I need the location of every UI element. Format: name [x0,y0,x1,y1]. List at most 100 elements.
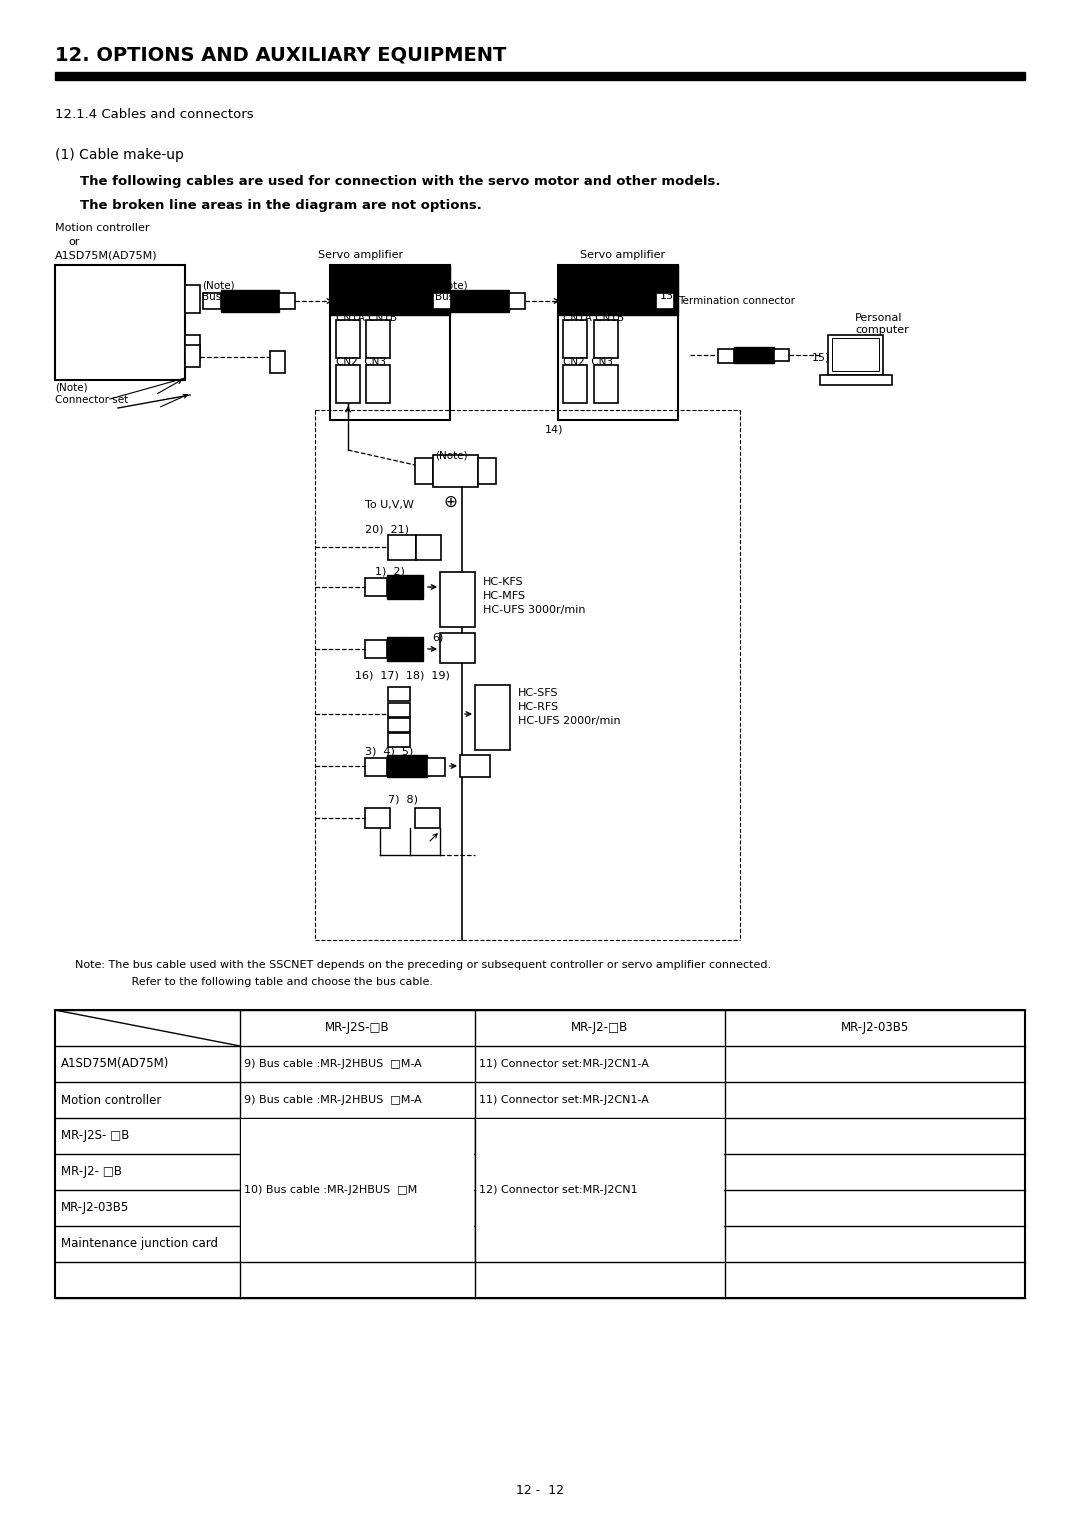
Bar [427,758,445,776]
Text: 14): 14) [545,425,564,435]
Text: Connector set: Connector set [55,396,129,405]
Text: MR-J2S-□B: MR-J2S-□B [325,1022,390,1034]
Text: (Note): (Note) [202,280,234,290]
Bar [460,755,490,778]
Bar [558,264,678,420]
Bar [594,319,618,358]
Bar [55,1010,1025,1297]
Bar [388,703,410,717]
Bar [387,637,405,662]
Text: 6): 6) [432,633,444,643]
Text: CN2  CN3: CN2 CN3 [336,358,386,367]
Bar [387,575,405,599]
Bar [388,718,410,732]
Bar [433,293,451,309]
Text: HC-SFS: HC-SFS [518,688,558,698]
Text: 12. OPTIONS AND AUXILIARY EQUIPMENT: 12. OPTIONS AND AUXILIARY EQUIPMENT [55,46,507,64]
Text: HC-MFS: HC-MFS [483,591,526,601]
Bar [55,72,1025,79]
Bar [241,1118,474,1261]
Bar [185,286,200,313]
Bar [476,1118,724,1261]
Bar [203,293,221,309]
Text: Motion controller: Motion controller [55,223,149,232]
Bar [415,808,440,828]
Bar [365,808,390,828]
Text: ⊕: ⊕ [443,494,457,510]
Bar [55,264,185,380]
Text: (Note): (Note) [435,280,468,290]
Bar [563,365,588,403]
Text: MR-J2- □B: MR-J2- □B [60,1166,122,1178]
Bar [594,365,618,403]
Text: 12) Connector set:MR-J2CN1: 12) Connector set:MR-J2CN1 [480,1186,637,1195]
Bar [832,338,879,371]
Bar [221,290,279,312]
Bar [440,633,475,663]
Bar [451,290,509,312]
Text: or: or [68,237,79,248]
Text: Servo amplifier: Servo amplifier [580,251,665,260]
Text: A1SD75M(AD75M): A1SD75M(AD75M) [55,251,158,260]
Bar [475,685,510,750]
Text: 11) Connector set:MR-J2CN1-A: 11) Connector set:MR-J2CN1-A [480,1059,649,1070]
Text: CN2  CN3: CN2 CN3 [563,358,613,367]
Text: A1SD75M(AD75M): A1SD75M(AD75M) [60,1057,170,1071]
Bar [734,347,774,364]
Bar [336,319,360,358]
Bar [365,640,387,659]
Bar [828,335,883,374]
Bar [330,264,450,315]
Text: HC-UFS 3000r/min: HC-UFS 3000r/min [483,605,585,614]
Bar [405,575,423,599]
Text: To U,V,W: To U,V,W [365,500,414,510]
Text: Maintenance junction card: Maintenance junction card [60,1238,218,1250]
Bar [416,535,441,559]
Bar [415,458,433,484]
Text: The broken line areas in the diagram are not options.: The broken line areas in the diagram are… [80,199,482,211]
Text: 7)  8): 7) 8) [388,795,418,805]
Bar [185,345,200,367]
Text: 9) Bus cable :MR-J2HBUS  □M-A: 9) Bus cable :MR-J2HBUS □M-A [244,1059,422,1070]
Bar [405,637,423,662]
Text: 12.1.4 Cables and connectors: 12.1.4 Cables and connectors [55,108,254,122]
Bar [330,264,450,420]
Text: 12 -  12: 12 - 12 [516,1484,564,1496]
Bar [365,758,387,776]
Text: (Note): (Note) [435,451,468,460]
Text: 1)  2): 1) 2) [375,567,405,578]
Text: Personal: Personal [855,313,903,322]
Text: Refer to the following table and choose the bus cable.: Refer to the following table and choose … [100,976,433,987]
Bar [509,293,525,309]
Text: 3)  4)  5): 3) 4) 5) [365,747,414,756]
Bar [433,455,478,487]
Bar [440,571,475,626]
Bar [388,535,416,559]
Text: 11) Connector set:MR-J2CN1-A: 11) Connector set:MR-J2CN1-A [480,1096,649,1105]
Text: The following cables are used for connection with the servo motor and other mode: The following cables are used for connec… [80,176,720,188]
Bar [656,293,674,309]
Text: MR-J2-□B: MR-J2-□B [571,1022,629,1034]
Bar [336,365,360,403]
Bar [478,458,496,484]
Text: CN1A CN1B: CN1A CN1B [336,313,397,322]
Bar [388,733,410,747]
Text: 9) Bus cable :MR-J2HBUS  □M-A: 9) Bus cable :MR-J2HBUS □M-A [244,1096,422,1105]
Bar [366,319,390,358]
Bar [476,1118,724,1261]
Text: HC-UFS 2000r/min: HC-UFS 2000r/min [518,717,621,726]
Text: MR-J2-03B5: MR-J2-03B5 [60,1201,130,1215]
Text: 10) Bus cable :MR-J2HBUS  □M: 10) Bus cable :MR-J2HBUS □M [244,1186,417,1195]
Bar [270,351,285,373]
Text: computer: computer [855,325,908,335]
Text: HC-RFS: HC-RFS [518,701,559,712]
Bar [774,348,789,361]
Text: MR-J2-03B5: MR-J2-03B5 [841,1022,909,1034]
Bar [820,374,892,385]
Text: Motion controller: Motion controller [60,1094,161,1106]
Text: Bus cable: Bus cable [435,292,486,303]
Text: 13): 13) [660,290,678,299]
Bar [365,578,387,596]
Bar [718,348,734,364]
Text: (Note): (Note) [55,384,87,393]
